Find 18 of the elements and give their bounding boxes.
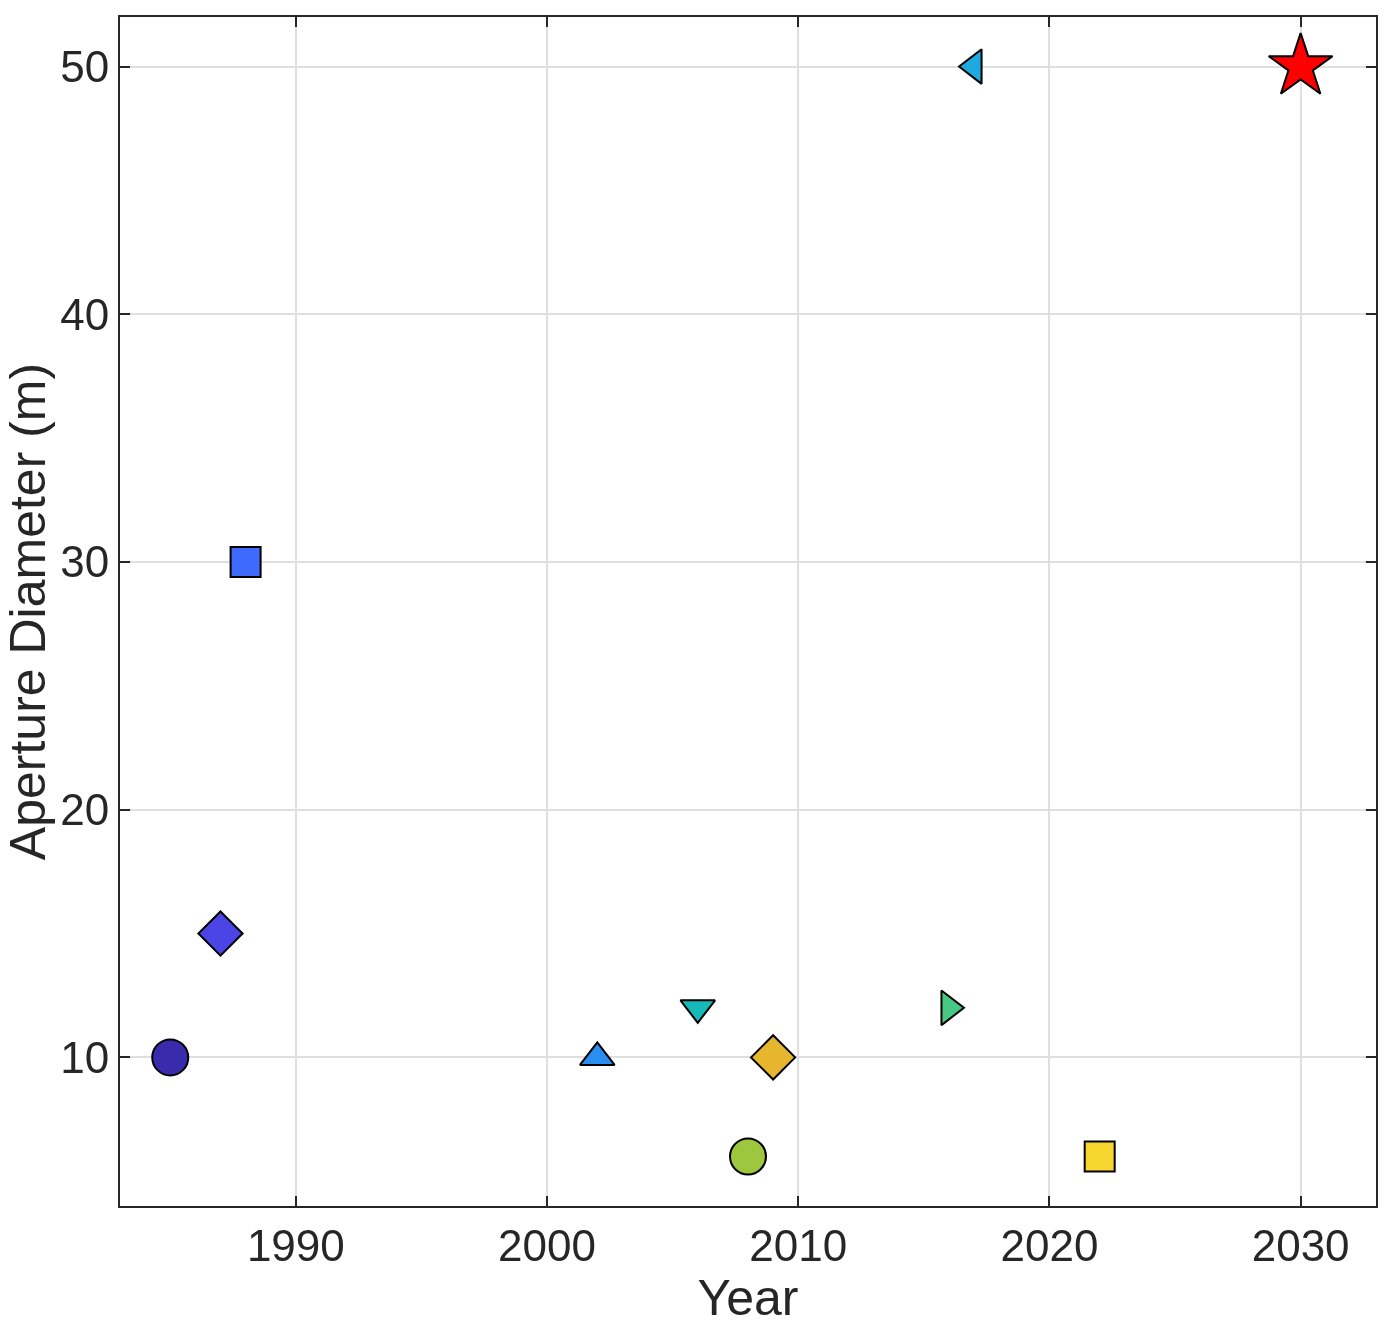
point xyxy=(197,910,244,957)
point xyxy=(729,1137,767,1176)
y-axis-title: Aperture Diameter (m) xyxy=(0,362,56,861)
point xyxy=(229,545,262,578)
point xyxy=(1083,1140,1116,1173)
y-tick-label: 20 xyxy=(60,785,110,835)
x-tick-label: 2030 xyxy=(1251,1220,1350,1270)
y-tick-label: 30 xyxy=(60,537,110,587)
y-tick-label: 40 xyxy=(60,289,110,339)
point xyxy=(750,1034,797,1081)
x-tick-label: 2020 xyxy=(1000,1220,1099,1270)
point xyxy=(151,1038,190,1077)
x-tick-label: 2000 xyxy=(498,1220,596,1270)
x-axis-title: Year xyxy=(697,1270,799,1326)
x-tick-label: 2010 xyxy=(749,1220,848,1270)
x-tick-label: 1990 xyxy=(246,1220,345,1270)
y-tick-label: 50 xyxy=(60,41,110,91)
y-tick-label: 10 xyxy=(60,1032,110,1082)
